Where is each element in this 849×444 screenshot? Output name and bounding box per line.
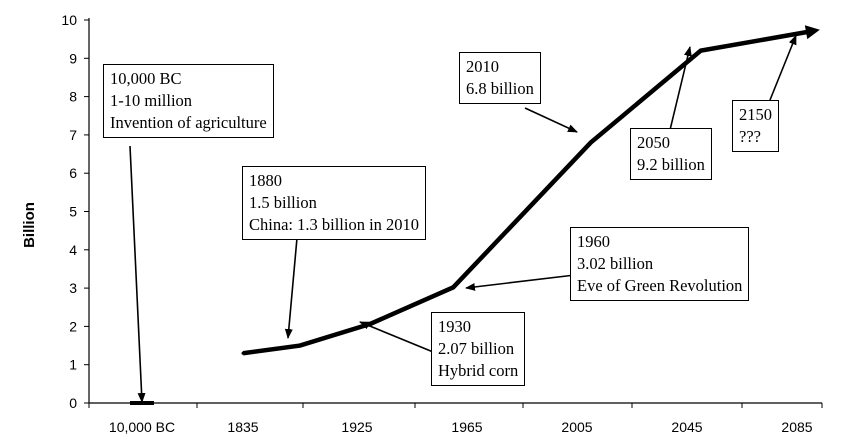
annotation-line: 6.8 billion — [466, 79, 534, 98]
annotation-arrow-2050 — [669, 46, 692, 131]
annotation-arrow-1880 — [284, 237, 298, 339]
data-point — [451, 285, 455, 289]
y-tick-label: 5 — [69, 204, 77, 220]
y-tick-label: 4 — [69, 242, 77, 258]
annotation-line: 1930 — [438, 317, 471, 336]
x-tick-label: 10,000 BC — [109, 419, 175, 435]
annotation-line: 1880 — [249, 171, 282, 190]
annotation-arrow-2150 — [769, 34, 797, 101]
annotation-line: 9.2 billion — [637, 155, 705, 174]
data-point — [589, 141, 593, 145]
annotation-box-1930: 1930 2.07 billion Hybrid corn — [431, 312, 526, 386]
annotation-box-2150: 2150??? — [732, 100, 779, 152]
data-point — [298, 344, 302, 348]
y-tick-label: 3 — [69, 280, 77, 296]
annotation-line: 2.07 billion — [438, 339, 515, 358]
annotation-box-1880: 1880 1.5 billion China: 1.3 billion in 201… — [242, 166, 427, 240]
annotation-line: 2050 — [637, 133, 670, 152]
annotation-box-2050: 2050 9.2 billion — [630, 128, 712, 180]
x-tick-label: 1965 — [451, 419, 482, 435]
data-point — [808, 29, 812, 33]
annotation-line: 2010 — [466, 57, 499, 76]
y-tick-label: 6 — [69, 165, 77, 181]
annotation-line: Invention of agriculture — [110, 113, 267, 132]
annotation-arrow-1930 — [359, 321, 439, 355]
annotation-box-1960: 1960 3.02 billion Eve of Green Revolution — [570, 227, 750, 301]
annotation-line: 2150 — [739, 105, 772, 124]
x-tick-label: 2085 — [781, 419, 812, 435]
axes: 0 1 2 3 4 5 6 7 8 9 10 10,000 BC 1835 1925 1965 2005 204… — [61, 12, 823, 435]
data-point — [241, 351, 245, 355]
y-tick-label: 7 — [69, 127, 77, 143]
data-marks — [130, 25, 820, 405]
annotation-line: ??? — [739, 127, 761, 146]
annotation-arrow-bc — [129, 145, 146, 403]
annotation-box-bc: 10,000 BC 1-10 million Invention of agricu… — [103, 64, 274, 138]
annotation-arrow-2010 — [524, 107, 578, 133]
annotation-arrows — [129, 34, 797, 403]
annotation-line: 10,000 BC — [110, 69, 182, 88]
annotation-line: 1960 — [577, 232, 610, 251]
x-tick-label: 2005 — [561, 419, 592, 435]
annotation-line: 1.5 billion — [249, 193, 317, 212]
annotation-line: 3.02 billion — [577, 254, 654, 273]
annotation-line: Hybrid corn — [438, 361, 519, 380]
y-tick-label: 8 — [69, 89, 77, 105]
x-tick-label: 1925 — [341, 419, 372, 435]
annotation-line: Eve of Green Revolution — [577, 276, 743, 295]
data-point — [699, 49, 703, 53]
x-tick-label: 1835 — [227, 419, 258, 435]
data-point — [369, 322, 373, 326]
y-tick-label: 1 — [69, 357, 77, 373]
y-tick-label: 2 — [69, 318, 77, 334]
x-tick-label: 2045 — [671, 419, 702, 435]
y-tick-label: 9 — [69, 50, 77, 66]
annotation-line: 1-10 million — [110, 91, 193, 110]
annotation-line: China: 1.3 billion in 2010 — [249, 215, 420, 234]
projection-arrowhead — [804, 25, 820, 40]
y-tick-label: 10 — [61, 12, 77, 28]
annotation-arrow-1960 — [465, 274, 576, 291]
annotation-box-2010: 2010 6.8 billion — [459, 52, 541, 104]
y-tick-label: 0 — [69, 395, 77, 411]
y-axis-title: Billion — [21, 202, 38, 248]
